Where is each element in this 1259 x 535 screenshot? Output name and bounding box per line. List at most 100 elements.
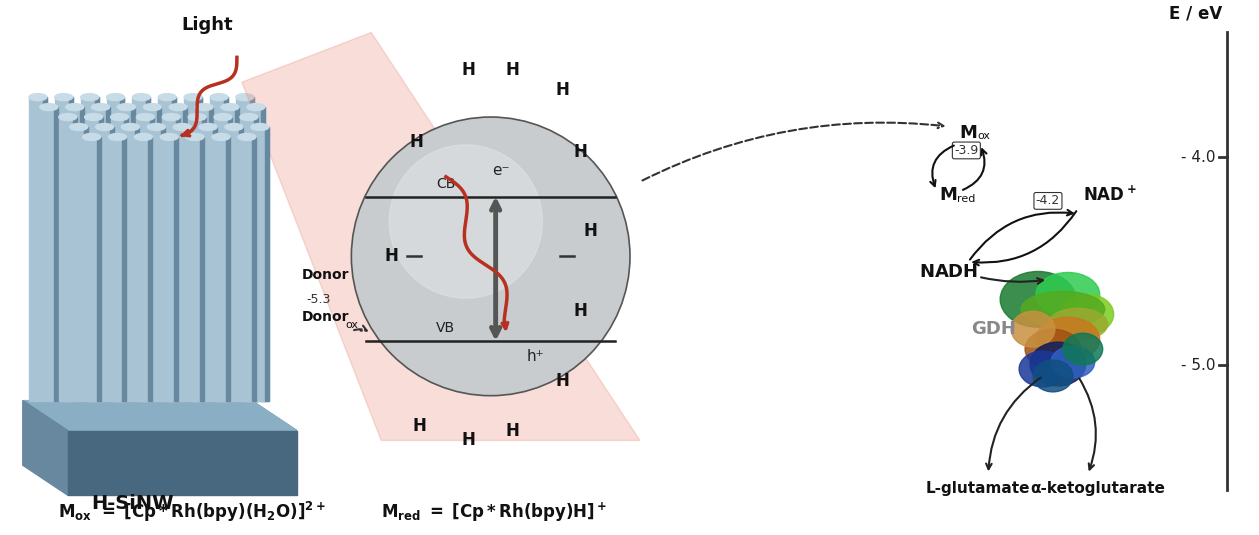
Bar (79, 107, 83, 401)
Polygon shape (68, 431, 297, 495)
Bar (106, 107, 110, 401)
Text: - 5.0: - 5.0 (1181, 358, 1215, 373)
Bar (249, 97, 254, 401)
Bar (203, 117, 206, 401)
Ellipse shape (195, 104, 213, 111)
Bar (252, 137, 256, 401)
Bar (174, 127, 191, 401)
Text: H: H (462, 431, 476, 449)
Ellipse shape (210, 94, 228, 101)
Bar (136, 127, 140, 401)
Bar (200, 137, 204, 401)
Bar (121, 127, 140, 401)
Ellipse shape (29, 94, 47, 101)
Bar (121, 97, 125, 401)
Text: H: H (506, 422, 520, 440)
Bar (111, 117, 128, 401)
Bar (240, 117, 258, 401)
Text: $\mathbf{= \ [Cp*Rh(bpy)(H_2O)]^{2+}}$: $\mathbf{= \ [Cp*Rh(bpy)(H_2O)]^{2+}}$ (98, 500, 325, 524)
Bar (184, 97, 203, 401)
Bar (212, 137, 230, 401)
Text: -5.3: -5.3 (307, 293, 331, 306)
Bar (183, 107, 188, 401)
Ellipse shape (1000, 271, 1076, 327)
Text: -3.9: -3.9 (954, 144, 978, 157)
Bar (146, 97, 150, 401)
Text: H: H (409, 133, 423, 151)
Ellipse shape (1025, 329, 1080, 369)
Text: Light: Light (181, 17, 233, 34)
Bar (59, 117, 77, 401)
Ellipse shape (69, 124, 88, 131)
Ellipse shape (174, 124, 191, 131)
Ellipse shape (169, 104, 188, 111)
Ellipse shape (108, 133, 126, 140)
Bar (65, 107, 83, 401)
Bar (29, 97, 47, 401)
Bar (172, 97, 176, 401)
Bar (188, 117, 206, 401)
Bar (224, 97, 228, 401)
Bar (160, 137, 179, 401)
Bar (239, 127, 243, 401)
Bar (222, 107, 239, 401)
Ellipse shape (389, 145, 543, 298)
Bar (144, 107, 161, 401)
Text: H: H (555, 372, 569, 390)
Bar (198, 97, 203, 401)
Text: e⁻: e⁻ (492, 163, 510, 178)
Ellipse shape (186, 133, 204, 140)
Bar (149, 137, 152, 401)
Ellipse shape (225, 124, 243, 131)
Bar (213, 127, 217, 401)
Bar (150, 117, 155, 401)
Bar (238, 137, 256, 401)
Ellipse shape (55, 94, 73, 101)
Bar (186, 137, 204, 401)
Ellipse shape (1019, 351, 1066, 387)
Text: -4.2: -4.2 (1036, 194, 1060, 208)
Bar (147, 127, 165, 401)
Text: H: H (573, 143, 587, 161)
Bar (40, 107, 58, 401)
Text: $\mathbf{NADH}$: $\mathbf{NADH}$ (919, 263, 978, 281)
Ellipse shape (92, 104, 110, 111)
Text: $\mathbf{M}$: $\mathbf{M}$ (939, 186, 958, 204)
Text: L-glutamate: L-glutamate (927, 481, 1031, 496)
Ellipse shape (1061, 294, 1114, 334)
Bar (169, 107, 188, 401)
Text: E / eV: E / eV (1168, 4, 1222, 22)
Ellipse shape (1011, 311, 1055, 347)
Ellipse shape (107, 94, 125, 101)
Bar (136, 117, 155, 401)
Bar (94, 97, 98, 401)
Text: H: H (384, 247, 398, 265)
Ellipse shape (117, 104, 136, 111)
Ellipse shape (1036, 317, 1099, 361)
Ellipse shape (214, 113, 232, 120)
Ellipse shape (40, 104, 58, 111)
Bar (254, 117, 258, 401)
Ellipse shape (199, 124, 217, 131)
Ellipse shape (184, 94, 203, 101)
Bar (214, 117, 232, 401)
Bar (162, 117, 180, 401)
Bar (107, 97, 125, 401)
Ellipse shape (147, 124, 165, 131)
Ellipse shape (111, 113, 128, 120)
Text: Donor: Donor (302, 268, 349, 282)
Bar (96, 127, 113, 401)
Text: H: H (573, 302, 587, 320)
Text: H: H (506, 62, 520, 79)
Ellipse shape (160, 133, 179, 140)
Polygon shape (23, 401, 297, 431)
Bar (235, 107, 239, 401)
Bar (84, 117, 102, 401)
Bar (73, 117, 77, 401)
Bar (210, 97, 228, 401)
Bar (98, 117, 102, 401)
Bar (209, 107, 213, 401)
Bar (108, 137, 126, 401)
Ellipse shape (251, 124, 268, 131)
Text: h⁺: h⁺ (526, 349, 544, 364)
